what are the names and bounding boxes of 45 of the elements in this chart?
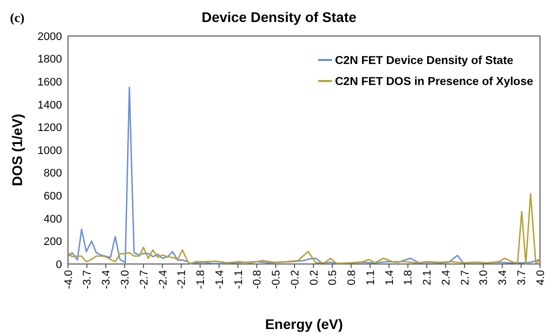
x-tick-label: -1.8 [195, 270, 208, 289]
x-axis-title: Energy (eV) [265, 316, 343, 332]
y-tick-label: 1600 [38, 76, 62, 88]
x-tick-label: -4.0 [62, 270, 75, 289]
y-tick-label: 400 [44, 213, 62, 226]
x-tick-label: -3.7 [82, 270, 94, 289]
x-tick-label: -2.4 [157, 270, 170, 289]
y-tick-label: 800 [44, 168, 62, 180]
y-tick-label: 2000 [38, 30, 62, 43]
y-tick-label: 200 [44, 236, 62, 248]
x-tick-label: -0.8 [252, 270, 264, 289]
x-tick-label: -2.7 [138, 270, 150, 289]
y-tick-label: 1200 [38, 122, 62, 134]
x-tick-label: -0.2 [289, 270, 302, 289]
x-tick-label: 3.0 [478, 270, 490, 286]
x-tick-label: 3.4 [497, 270, 510, 286]
line-series [67, 86, 541, 264]
x-tick-label: 0.5 [327, 270, 340, 286]
chart-title: Device Density of State [202, 9, 357, 25]
text: (c) [10, 10, 24, 25]
legend-label: C2N FET DOS in Presence of Xylose [335, 76, 534, 88]
legend-label: C2N FET Device Density of State [335, 55, 514, 68]
x-tick-label: -2.1 [176, 270, 188, 289]
x-tick-label: 0.2 [308, 270, 320, 286]
y-tick-label: 1800 [38, 54, 62, 66]
x-tick-label: -1.1 [232, 270, 245, 289]
x-tick-label: 2.4 [440, 270, 452, 286]
x-tick-label: 0.8 [346, 270, 358, 286]
y-tick-label: 600 [44, 190, 62, 202]
x-tick-label: 3.7 [516, 270, 528, 286]
y-tick-label: 0 [56, 258, 62, 271]
y-tick-label: 1400 [38, 99, 62, 112]
x-tick-label: 4.0 [534, 270, 547, 286]
x-tick-label: 2.1 [422, 270, 434, 286]
x-tick-label: -0.5 [270, 270, 283, 289]
x-tick-label: -3.0 [119, 270, 132, 289]
x-tick-label: -1.4 [214, 270, 226, 289]
x-tick-label: 1.8 [402, 270, 415, 286]
line-series [67, 193, 541, 265]
y-axis-title: DOS (1/eV) [9, 114, 25, 186]
x-tick-label: 2.7 [459, 270, 472, 286]
x-tick-label: 1.4 [384, 270, 396, 286]
y-tick-label: 1000 [38, 144, 62, 157]
x-tick-label: 1.1 [364, 270, 377, 286]
x-tick-label: -3.4 [100, 270, 113, 289]
